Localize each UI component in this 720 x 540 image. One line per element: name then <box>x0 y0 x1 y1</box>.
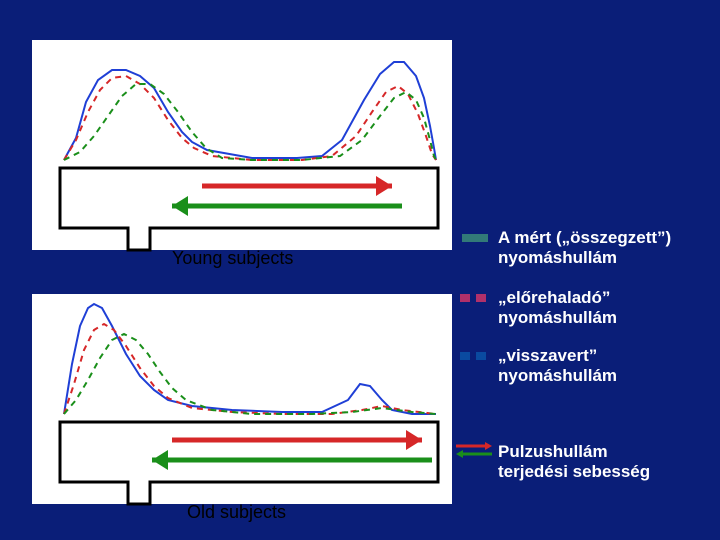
panel-caption: Old subjects <box>187 502 286 522</box>
panel-old: Old subjects <box>32 294 452 522</box>
legend-label-forward: „előrehaladó”nyomáshullám <box>498 288 617 327</box>
panel-young: Young subjects <box>32 40 452 268</box>
legend-label-measured: A mért („összegzett”)nyomáshullám <box>498 228 671 267</box>
diagram-root: Young subjects Old subjects A mért („össze… <box>0 0 720 540</box>
legend-label-pwv: Pulzushullámterjedési sebesség <box>498 442 650 481</box>
panel-caption: Young subjects <box>172 248 293 268</box>
legend-swatch-measured <box>462 234 488 242</box>
legend-swatch-pwv <box>456 442 492 458</box>
legend-label-backward: „visszavert”nyomáshullám <box>498 346 617 385</box>
